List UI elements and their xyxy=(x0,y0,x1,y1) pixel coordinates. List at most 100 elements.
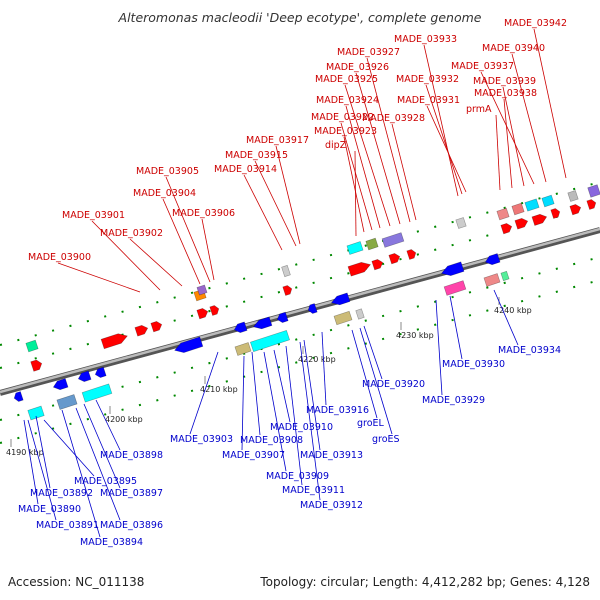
forward-gene-8 xyxy=(388,253,401,265)
feature-box-19 xyxy=(333,310,353,326)
forward-leader-21 xyxy=(503,98,513,189)
feature-box-18 xyxy=(250,329,290,353)
feature-box-4 xyxy=(346,241,364,255)
reverse-leader-15 xyxy=(303,339,321,451)
reverse-label-0: MADE_03890 xyxy=(18,504,81,515)
feature-box-20 xyxy=(355,308,365,320)
reverse-label-19: MADE_03920 xyxy=(362,379,425,390)
kbp-label-3: 4220 kbp xyxy=(298,355,336,364)
reverse-label-13: MADE_03911 xyxy=(282,485,345,496)
forward-leader-6 xyxy=(243,174,283,251)
reverse-label-3: MADE_03894 xyxy=(80,537,143,548)
kbp-label-2: 4210 kbp xyxy=(200,385,238,394)
reverse-gene-7 xyxy=(276,311,289,323)
forward-gene-16 xyxy=(30,359,43,372)
forward-label-14: MADE_03926 xyxy=(326,62,389,73)
forward-label-6: MADE_03914 xyxy=(214,164,277,175)
forward-leader-24 xyxy=(511,53,547,183)
reverse-leader-21 xyxy=(449,295,463,360)
reverse-gene-2 xyxy=(77,370,92,382)
forward-gene-6 xyxy=(347,262,371,277)
forward-leader-19 xyxy=(426,105,467,193)
forward-label-4: MADE_03905 xyxy=(136,166,199,177)
forward-label-9: dipZ xyxy=(325,140,347,151)
reverse-label-9: MADE_03907 xyxy=(222,450,285,461)
reverse-leader-8 xyxy=(189,351,219,435)
forward-label-8: MADE_03917 xyxy=(246,135,309,146)
forward-label-15: MADE_03927 xyxy=(337,47,400,58)
accession-text: Accession: NC_011138 xyxy=(8,575,145,589)
reverse-label-5: MADE_03896 xyxy=(100,520,163,531)
forward-leader-22 xyxy=(502,86,525,187)
reverse-leader-16 xyxy=(321,331,327,406)
forward-leader-2 xyxy=(129,238,183,287)
forward-leader-18 xyxy=(425,84,463,195)
kbp-label-4: 4230 kbp xyxy=(396,331,434,340)
feature-box-5 xyxy=(365,237,379,251)
feature-box-3 xyxy=(281,264,291,278)
forward-leader-12 xyxy=(345,105,381,229)
reverse-label-1: MADE_03891 xyxy=(36,520,99,531)
forward-leader-25 xyxy=(533,28,567,179)
reverse-label-15: MADE_03913 xyxy=(300,450,363,461)
feature-box-13 xyxy=(587,184,600,198)
feature-box-14 xyxy=(27,405,45,421)
feature-box-15 xyxy=(56,394,78,410)
reverse-leader-0 xyxy=(23,419,39,505)
reverse-leader-17 xyxy=(351,329,378,419)
forward-gene-7 xyxy=(371,259,384,271)
reverse-label-10: MADE_03908 xyxy=(240,435,303,446)
tick-track-0 xyxy=(0,181,600,346)
reverse-gene-11 xyxy=(484,253,501,266)
reverse-leader-19 xyxy=(363,325,383,380)
forward-gene-9 xyxy=(406,249,417,260)
reverse-leader-5 xyxy=(75,407,121,521)
reverse-label-6: MADE_03897 xyxy=(100,488,163,499)
forward-leader-4 xyxy=(165,176,211,283)
reverse-leader-7 xyxy=(95,399,121,451)
reverse-leader-6 xyxy=(83,403,121,489)
reverse-gene-10 xyxy=(441,261,465,276)
reverse-label-21: MADE_03930 xyxy=(442,359,505,370)
reverse-leader-22 xyxy=(493,289,519,346)
forward-gene-5 xyxy=(282,285,293,296)
feature-box-16 xyxy=(81,383,113,403)
feature-box-7 xyxy=(455,217,467,229)
feature-box-23 xyxy=(500,270,510,282)
forward-leader-8 xyxy=(275,145,301,245)
forward-label-2: MADE_03902 xyxy=(100,228,163,239)
reverse-gene-4 xyxy=(174,336,204,353)
forward-label-3: MADE_03904 xyxy=(133,188,196,199)
reverse-gene-1 xyxy=(52,378,69,391)
forward-gene-14 xyxy=(569,204,582,216)
forward-label-23: MADE_03937 xyxy=(451,61,514,72)
forward-gene-3 xyxy=(196,308,209,320)
reverse-label-11: MADE_03909 xyxy=(266,471,329,482)
feature-box-11 xyxy=(541,194,555,208)
reverse-label-12: MADE_03910 xyxy=(270,422,333,433)
reverse-label-17: groEL xyxy=(357,418,385,429)
forward-leader-14 xyxy=(355,72,401,225)
reverse-gene-0 xyxy=(13,391,24,402)
reverse-leader-20 xyxy=(435,299,443,396)
reverse-leader-14 xyxy=(299,341,321,501)
reverse-label-20: MADE_03929 xyxy=(422,395,485,406)
reverse-leader-4 xyxy=(43,419,95,477)
reverse-gene-3 xyxy=(94,366,107,378)
forward-label-19: MADE_03931 xyxy=(397,95,460,106)
kbp-label-0: 4190 kbp xyxy=(6,448,44,457)
feature-box-2 xyxy=(196,284,208,296)
reverse-leader-1 xyxy=(27,419,57,521)
forward-gene-10 xyxy=(500,223,513,235)
forward-label-1: MADE_03901 xyxy=(62,210,125,221)
forward-leader-15 xyxy=(366,57,411,223)
reverse-leader-3 xyxy=(61,409,101,538)
forward-leader-3 xyxy=(162,198,201,285)
forward-label-13: MADE_03925 xyxy=(315,74,378,85)
reverse-leader-11 xyxy=(263,351,287,472)
forward-label-0: MADE_03900 xyxy=(28,252,91,263)
forward-leader-17 xyxy=(423,44,459,197)
forward-leader-13 xyxy=(344,84,391,227)
feature-box-12 xyxy=(567,190,579,202)
